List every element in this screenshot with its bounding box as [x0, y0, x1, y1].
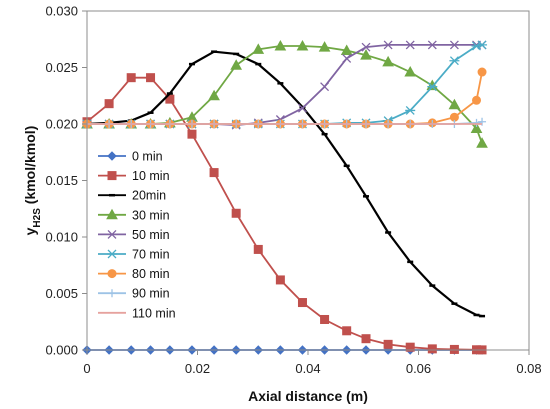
data-point-marker: [296, 40, 309, 51]
legend-item: 10 min: [98, 169, 170, 183]
data-point-marker: [340, 44, 353, 56]
data-point-marker: [449, 56, 460, 66]
series-line: [87, 44, 483, 125]
data-point-marker: [146, 73, 156, 83]
data-point-marker: [298, 103, 307, 113]
legend-label: 70 min: [132, 248, 170, 262]
x-tick-label: 0.02: [185, 361, 210, 376]
legend-label: 20min: [132, 189, 166, 203]
y-tick-label: 0.000: [45, 343, 78, 358]
data-point-marker: [275, 275, 285, 285]
legend: 0 min 10 min 20min 30 min 50 min 70 min 80 min…: [98, 150, 176, 320]
data-point-marker: [107, 229, 117, 239]
data-point-marker: [449, 40, 459, 50]
legend-item: 20min: [98, 189, 166, 203]
data-point-marker: [382, 55, 394, 67]
data-point-marker: [126, 73, 136, 83]
data-point-marker: [107, 269, 117, 279]
axes-layer: 0.000 0.005 0.010 0.015 0.020 0.025 0.030 0 0.02…: [45, 4, 541, 377]
data-point-marker: [230, 59, 243, 70]
data-point-marker: [342, 326, 352, 336]
series-line: [86, 50, 483, 318]
legend-item: 50 min: [98, 228, 170, 242]
data-point-marker: [107, 151, 117, 161]
legend-item: 80 min: [98, 267, 170, 281]
data-point-marker: [405, 105, 416, 115]
y-tick-label: 0.020: [45, 117, 78, 132]
y-axis-title-unit: (kmol/kmol): [22, 126, 38, 208]
legend-label: 80 min: [132, 267, 170, 281]
data-point-marker: [477, 67, 487, 77]
data-point-marker: [209, 168, 219, 178]
data-point-marker: [405, 342, 415, 352]
x-tick-label: 0.06: [406, 361, 431, 376]
data-point-marker: [471, 41, 482, 51]
data-point-marker: [165, 94, 175, 104]
legend-item: 0 min: [98, 150, 163, 164]
series-line: [87, 44, 483, 127]
data-point-marker: [208, 89, 220, 101]
legend-label: 90 min: [132, 287, 170, 301]
legend-item: 110 min: [98, 306, 176, 320]
x-tick-label: 0: [83, 361, 90, 376]
legend-label: 10 min: [132, 169, 170, 183]
data-point-marker: [320, 314, 330, 324]
data-point-marker: [476, 137, 488, 148]
legend-label: 110 min: [132, 306, 176, 320]
data-point-marker: [104, 99, 114, 109]
y-tick-label: 0.025: [45, 60, 78, 75]
legend-label: 0 min: [132, 150, 163, 164]
y-axis-title-main: y: [22, 227, 38, 235]
data-point-marker: [106, 208, 118, 220]
x-tick-label: 0.08: [516, 361, 541, 376]
data-point-marker: [427, 82, 438, 92]
data-point-marker: [318, 41, 331, 52]
x-axis-title: Axial distance (m): [248, 388, 368, 404]
data-point-marker: [470, 122, 483, 134]
data-point-marker: [427, 40, 437, 50]
legend-item: 30 min: [98, 208, 170, 222]
data-point-marker: [449, 344, 459, 354]
data-point-marker: [320, 82, 330, 92]
data-point-marker: [253, 244, 263, 254]
data-point-marker: [231, 208, 241, 218]
data-point-marker: [342, 54, 352, 63]
data-point-marker: [274, 40, 287, 51]
data-point-marker: [107, 171, 117, 181]
y-tick-label: 0.030: [45, 4, 78, 19]
y-axis-title-subscript: H2S: [32, 208, 43, 228]
legend-label: 30 min: [132, 208, 170, 222]
x-tick-label: 0.04: [295, 361, 320, 376]
legend-item: 90 min: [98, 287, 170, 301]
y-tick-label: 0.005: [45, 286, 78, 301]
data-point-marker: [361, 334, 371, 344]
data-point-marker: [383, 40, 393, 50]
series-line: [87, 45, 483, 144]
data-point-marker: [252, 43, 265, 54]
y-tick-label: 0.010: [45, 230, 78, 245]
data-point-marker: [404, 65, 417, 77]
data-point-marker: [472, 95, 482, 105]
data-point-marker: [427, 344, 437, 354]
data-point-marker: [472, 118, 481, 127]
data-point-marker: [107, 249, 117, 259]
data-point-marker: [405, 40, 415, 50]
data-point-marker: [383, 339, 393, 349]
y-axis-title: yH2S (kmol/kmol): [22, 126, 43, 236]
series-layer: [81, 40, 488, 355]
y-tick-label: 0.015: [45, 173, 78, 188]
data-point-marker: [187, 129, 197, 139]
series-10-min: [82, 73, 487, 355]
legend-label: 50 min: [132, 228, 170, 242]
data-point-marker: [360, 49, 372, 60]
data-point-marker: [108, 289, 116, 298]
legend-item: 70 min: [98, 248, 170, 262]
data-point-marker: [297, 298, 307, 308]
data-point-marker: [448, 98, 461, 110]
data-point-marker: [361, 42, 371, 52]
data-point-marker: [477, 40, 488, 50]
